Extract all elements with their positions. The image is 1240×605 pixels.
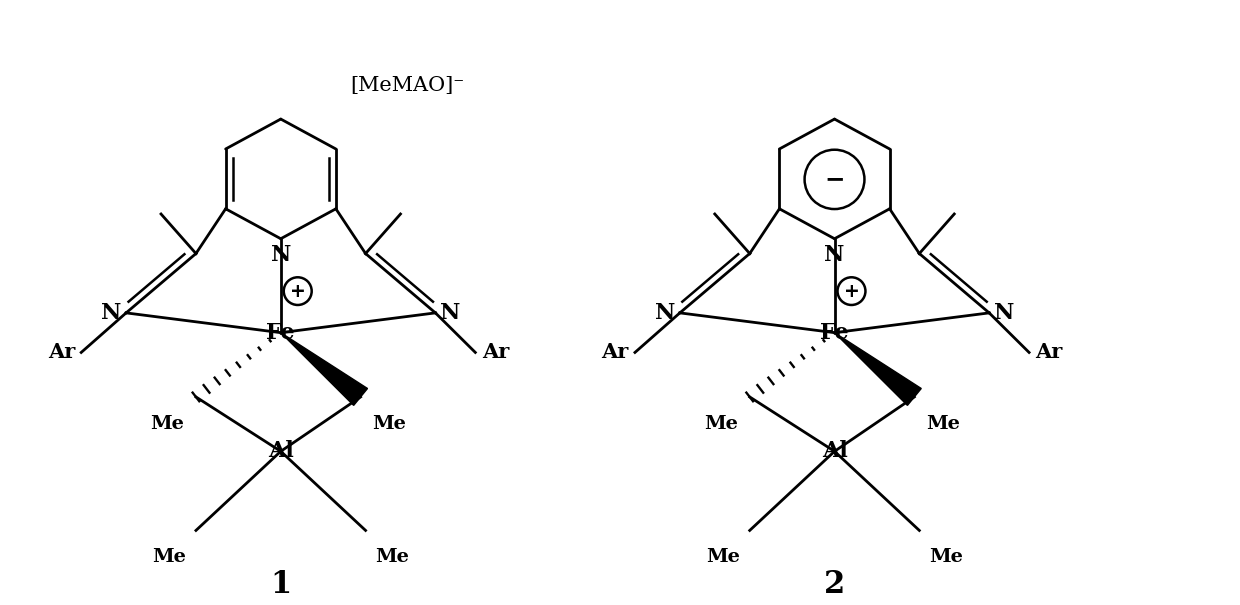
Text: Me: Me xyxy=(929,548,963,566)
Text: −: − xyxy=(825,168,844,191)
Text: Ar: Ar xyxy=(1035,342,1063,362)
Text: Fe: Fe xyxy=(267,322,295,344)
Text: Al: Al xyxy=(822,440,847,462)
Text: Me: Me xyxy=(150,415,184,433)
Text: Me: Me xyxy=(372,415,407,433)
Text: N: N xyxy=(440,302,461,324)
Text: +: + xyxy=(290,282,306,301)
Text: Me: Me xyxy=(926,415,960,433)
Text: N: N xyxy=(825,244,844,266)
Text: +: + xyxy=(843,282,859,301)
Text: N: N xyxy=(655,302,675,324)
Text: Ar: Ar xyxy=(47,342,74,362)
Text: Fe: Fe xyxy=(820,322,849,344)
Text: Me: Me xyxy=(153,548,186,566)
Polygon shape xyxy=(280,333,367,405)
Text: Ar: Ar xyxy=(481,342,508,362)
Text: [MeMAO]⁻: [MeMAO]⁻ xyxy=(351,76,465,95)
Text: Me: Me xyxy=(704,415,738,433)
Text: 2: 2 xyxy=(823,569,846,600)
Text: Al: Al xyxy=(268,440,294,462)
Text: N: N xyxy=(100,302,122,324)
Text: Me: Me xyxy=(706,548,740,566)
Text: 1: 1 xyxy=(270,569,291,600)
Text: N: N xyxy=(270,244,291,266)
Text: Me: Me xyxy=(376,548,409,566)
Text: Ar: Ar xyxy=(601,342,629,362)
Text: N: N xyxy=(994,302,1014,324)
Polygon shape xyxy=(835,333,921,405)
